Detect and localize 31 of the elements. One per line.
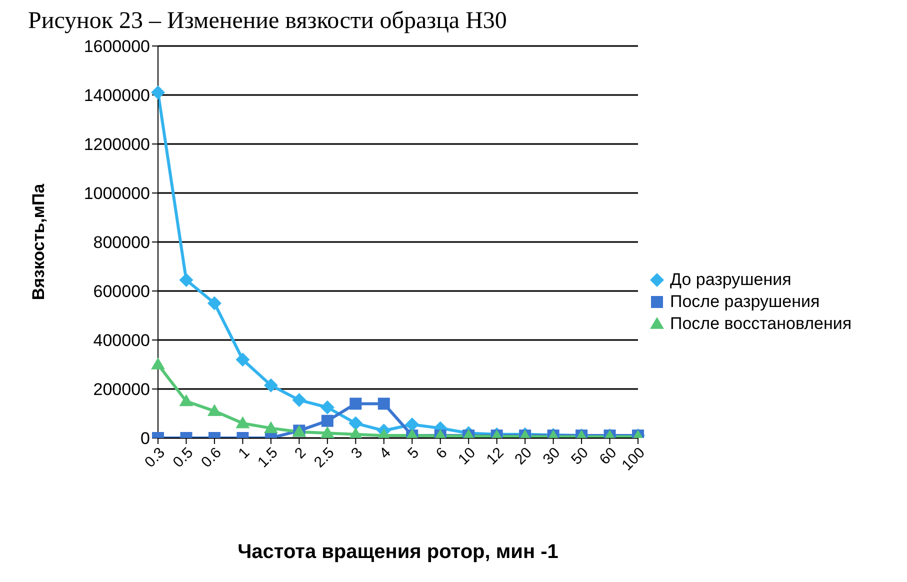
x-tick-label: 6 (432, 444, 451, 462)
x-tick-label: 100 (618, 444, 648, 474)
x-tick-label: 0.6 (198, 444, 225, 472)
x-tick-label: 20 (512, 444, 536, 468)
y-tick-label: 1400000 (84, 86, 150, 106)
x-tick-label: 12 (483, 444, 508, 468)
x-tick-label: 3 (348, 444, 366, 462)
x-tick-label: 60 (596, 444, 620, 468)
y-tick-label: 200000 (93, 380, 150, 400)
chart-title: Рисунок 23 – Изменение вязкости образца Н30 (27, 8, 508, 36)
x-tick-label: 4 (376, 444, 394, 462)
x-tick-label: 5 (404, 444, 422, 462)
y-tick-label: 400000 (93, 331, 150, 350)
y-tick-label: 1000000 (84, 184, 150, 204)
x-axis-title: Частота вращения ротор, мин -1 (238, 541, 558, 563)
y-tick-label: 1200000 (84, 135, 150, 154)
y-tick-label: 600000 (93, 282, 150, 302)
x-tick-label: 50 (568, 444, 592, 468)
legend-label: После восстановления (670, 314, 852, 334)
x-tick-label: 2.5 (311, 444, 338, 472)
y-tick-label: 800000 (93, 233, 150, 252)
legend-label: После разрушения (670, 292, 820, 312)
x-tick-label: 0.5 (170, 444, 197, 472)
x-tick-label: 30 (540, 444, 564, 468)
legend-label: До разрушения (670, 270, 792, 290)
x-tick-label: 10 (455, 444, 479, 468)
x-tick-label: 2 (292, 444, 310, 462)
x-tick-label: 1 (235, 444, 254, 462)
x-tick-label: 1.5 (254, 444, 282, 472)
y-axis-title: Вязкость,мПа (29, 183, 48, 300)
y-tick-label: 1600000 (84, 37, 150, 56)
